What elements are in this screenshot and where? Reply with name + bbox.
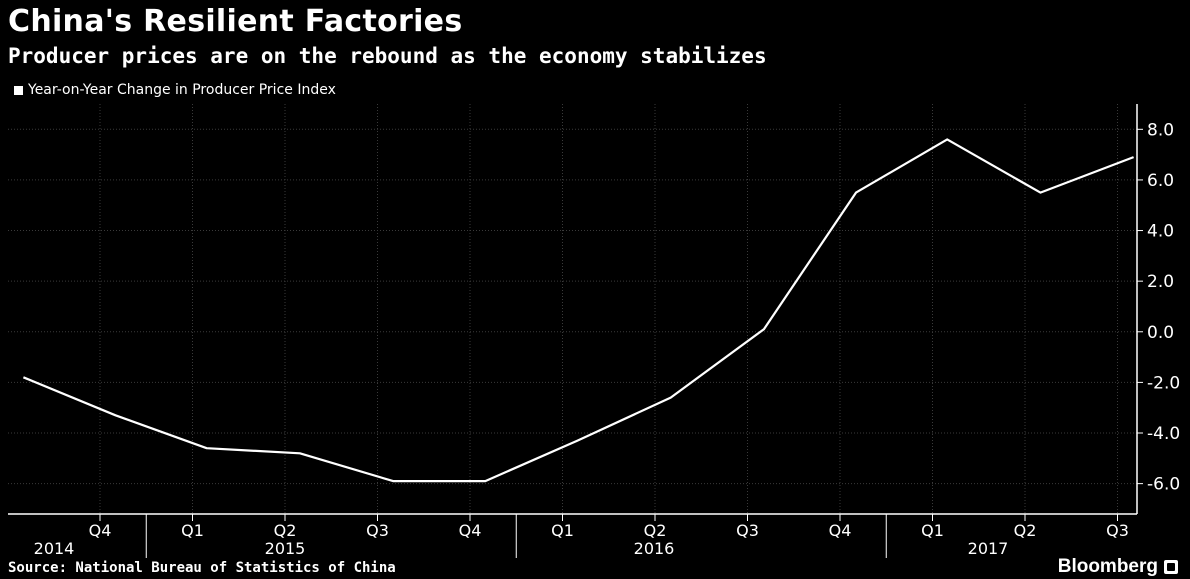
x-quarter-label: Q1 [181, 521, 204, 540]
x-year-label: 2017 [968, 539, 1009, 558]
brand-name: Bloomberg [1057, 556, 1158, 577]
y-tick-label: -4.0 [1147, 424, 1180, 444]
x-quarter-label: Q1 [921, 521, 944, 540]
legend-label: Year-on-Year Change in Producer Price In… [28, 82, 336, 98]
x-quarter-label: Q2 [1014, 521, 1037, 540]
x-year-label: 2014 [34, 539, 75, 558]
chart-subtitle: Producer prices are on the rebound as th… [8, 44, 767, 68]
axes [8, 104, 1143, 558]
x-year-label: 2015 [265, 539, 306, 558]
x-year-label: 2016 [634, 539, 675, 558]
legend: Year-on-Year Change in Producer Price In… [14, 82, 336, 98]
y-tick-label: 8.0 [1147, 120, 1174, 140]
grid-lines [8, 104, 1137, 514]
y-tick-label: -6.0 [1147, 475, 1180, 495]
x-quarter-label: Q2 [274, 521, 297, 540]
source-note: Source: National Bureau of Statistics of… [8, 560, 396, 576]
x-quarter-label: Q4 [829, 521, 852, 540]
axis-labels: 8.0 6.0 4.0 2.0 0.0 -2.0 -4.0 -6.0 Q4 Q1 Q2 Q3 Q4 Q1 Q… [34, 120, 1181, 558]
chart-title: China's Resilient Factories [8, 4, 463, 39]
y-tick-label: 0.0 [1147, 323, 1174, 343]
bloomberg-logo: Bloomberg [1058, 556, 1178, 578]
y-tick-label: 6.0 [1147, 171, 1174, 191]
x-quarter-label: Q2 [644, 521, 667, 540]
x-quarter-label: Q1 [551, 521, 574, 540]
y-tick-label: 4.0 [1147, 222, 1174, 242]
y-tick-label: 2.0 [1147, 272, 1174, 292]
series-layer [22, 138, 1134, 483]
y-tick-label: -2.0 [1147, 373, 1180, 393]
x-quarter-label: Q3 [736, 521, 759, 540]
bloomberg-icon [1164, 560, 1178, 574]
x-quarter-label: Q3 [1106, 521, 1129, 540]
x-quarter-label: Q4 [89, 521, 112, 540]
x-quarter-label: Q3 [366, 521, 389, 540]
x-quarter-label: Q4 [459, 521, 482, 540]
legend-swatch [14, 85, 23, 95]
ppi-series-line [22, 138, 1134, 483]
